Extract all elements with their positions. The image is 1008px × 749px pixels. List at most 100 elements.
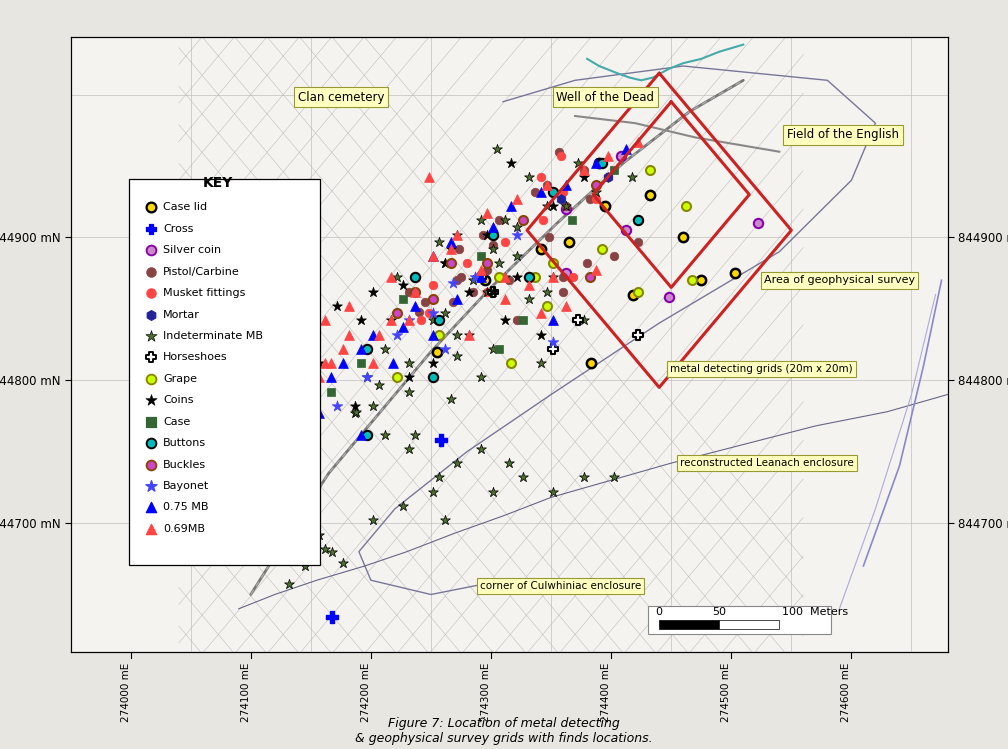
Point — [143, 501, 159, 513]
Bar — [659, 620, 720, 628]
Point — [437, 307, 454, 319]
Point — [389, 329, 405, 341]
Text: Case lid: Case lid — [163, 202, 208, 213]
Point — [324, 357, 340, 369]
Point — [432, 434, 449, 446]
Point — [564, 271, 581, 283]
Point — [450, 350, 466, 362]
Text: Mortar: Mortar — [163, 309, 200, 320]
Point — [588, 264, 604, 276]
Point — [509, 222, 525, 234]
Point — [521, 293, 537, 305]
Point — [336, 343, 352, 355]
Point — [431, 236, 448, 248]
Text: KEY: KEY — [204, 176, 234, 190]
Point — [474, 250, 490, 262]
Point — [401, 357, 417, 369]
Point — [588, 192, 604, 204]
Point — [359, 372, 375, 383]
Text: Clan cemetery: Clan cemetery — [297, 91, 384, 104]
Point — [474, 271, 490, 283]
Text: 274500 mE: 274500 mE — [722, 663, 731, 722]
Text: Silver coin: Silver coin — [163, 245, 221, 255]
Point — [503, 357, 519, 369]
Point — [347, 407, 363, 419]
Point — [570, 315, 586, 327]
Text: Buckles: Buckles — [163, 460, 207, 470]
Point — [588, 186, 604, 198]
Point — [325, 546, 341, 558]
Point — [407, 271, 423, 283]
Point — [425, 279, 442, 291]
Point — [365, 329, 381, 341]
Text: 274600 mE: 274600 mE — [842, 663, 852, 722]
Point — [465, 274, 481, 286]
Text: Figure 7: Location of metal detecting
& geophysical survey grids with finds loca: Figure 7: Location of metal detecting & … — [355, 718, 653, 745]
Point — [324, 372, 340, 383]
Point — [750, 217, 766, 229]
Point — [425, 372, 442, 383]
Point — [486, 485, 502, 497]
Point — [353, 428, 369, 440]
Point — [425, 250, 442, 262]
Point — [437, 257, 454, 269]
Point — [497, 293, 513, 305]
Point — [450, 457, 466, 469]
Point — [489, 143, 505, 155]
Point — [453, 271, 469, 283]
Point — [515, 315, 531, 327]
Point — [503, 157, 519, 169]
Text: 0.69MB: 0.69MB — [163, 524, 205, 534]
Point — [486, 285, 502, 297]
Point — [694, 274, 710, 286]
Point — [353, 343, 369, 355]
Point — [606, 164, 622, 176]
Point — [318, 543, 334, 555]
Point — [428, 346, 445, 358]
Point — [143, 416, 159, 428]
Point — [395, 279, 411, 291]
Text: 274100 mE: 274100 mE — [241, 663, 251, 722]
Point — [625, 288, 641, 300]
Point — [462, 329, 478, 341]
Point — [576, 471, 592, 483]
Point — [509, 228, 525, 240]
Point — [459, 257, 475, 269]
Point — [539, 178, 555, 190]
Point — [444, 257, 460, 269]
Point — [521, 279, 537, 291]
Point — [497, 271, 513, 283]
Point — [383, 271, 399, 283]
Point — [618, 224, 634, 236]
Point — [425, 293, 442, 305]
Point — [557, 267, 574, 279]
Point — [389, 307, 405, 319]
Point — [353, 315, 369, 327]
Point — [299, 414, 316, 426]
Point — [377, 428, 393, 440]
Point — [462, 329, 478, 341]
Point — [641, 164, 657, 176]
Point — [143, 394, 159, 406]
Point — [305, 438, 322, 450]
Point — [527, 271, 543, 283]
Point — [395, 500, 411, 512]
Point — [444, 243, 460, 255]
Point — [407, 428, 423, 440]
Point — [445, 296, 461, 308]
Point — [444, 236, 460, 248]
Point — [491, 271, 507, 283]
Point — [336, 557, 352, 569]
Text: 100  Meters: 100 Meters — [782, 607, 848, 617]
Point — [534, 214, 550, 226]
Point — [557, 203, 574, 215]
Point — [486, 285, 502, 297]
Point — [557, 178, 574, 190]
Point — [143, 458, 159, 470]
Point — [579, 257, 595, 269]
Point — [245, 436, 261, 448]
Point — [431, 329, 448, 341]
Point — [480, 285, 496, 297]
Point — [539, 178, 555, 190]
Point — [371, 378, 387, 390]
